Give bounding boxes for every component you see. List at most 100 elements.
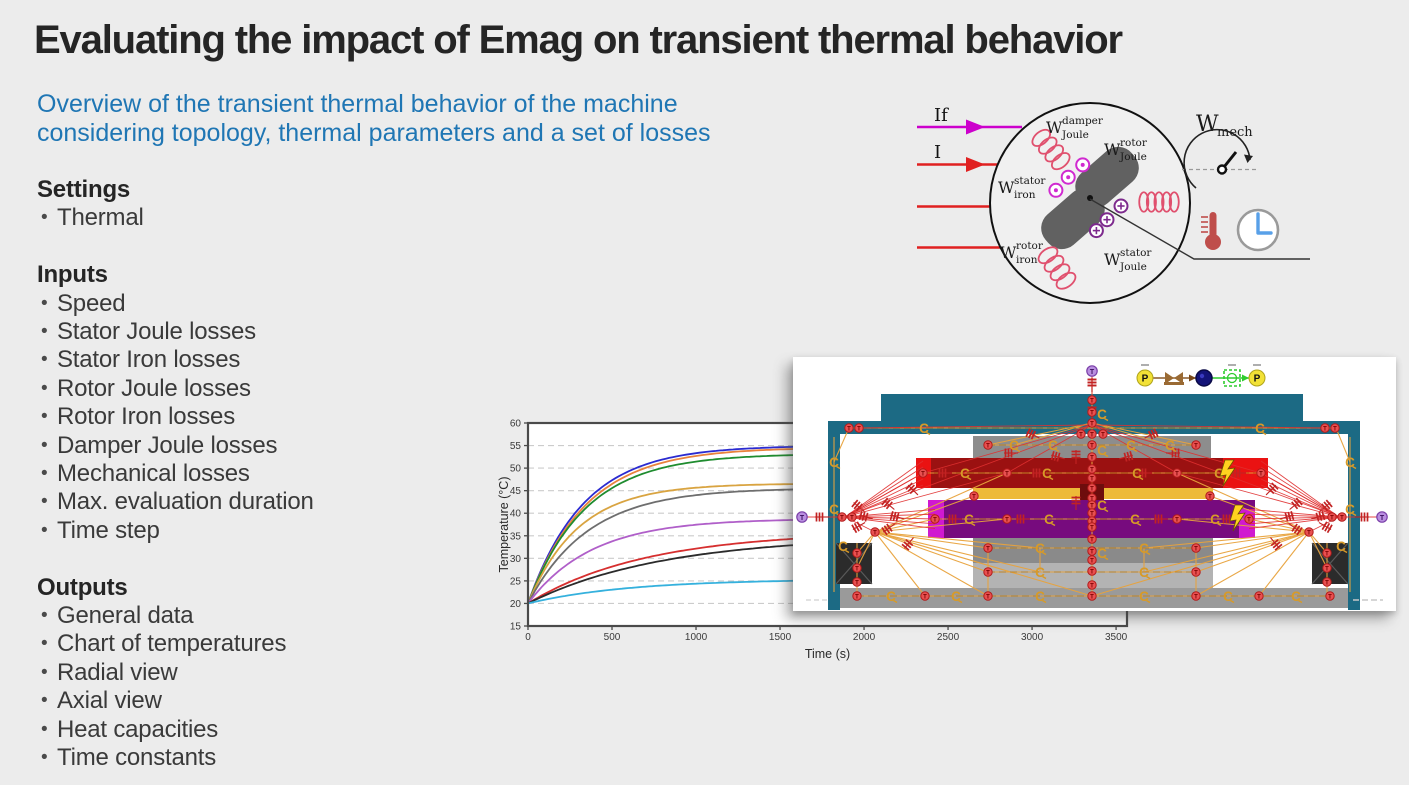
convection-link <box>1091 424 1340 518</box>
section-heading: Outputs <box>37 573 128 601</box>
legend-power-pad <box>1248 369 1266 387</box>
capacitor-icon: C <box>1165 438 1175 453</box>
resistor-icon <box>1311 511 1326 522</box>
x-tick-label: 500 <box>604 632 621 643</box>
conduction-link <box>1176 472 1310 533</box>
temperature-node-label: T <box>921 472 925 478</box>
conduction-link <box>833 427 850 463</box>
legend-blue-node-icon <box>1195 369 1213 387</box>
resistor-lead <box>1051 454 1065 460</box>
resistor-icon <box>881 497 895 510</box>
boundary-node <box>796 511 808 523</box>
temperature-node <box>1087 418 1097 428</box>
temperature-node-label: T <box>1194 547 1198 553</box>
temperature-node-label: T <box>1090 411 1094 417</box>
y-tick-label: 35 <box>510 531 522 542</box>
legend-arrow <box>1242 374 1249 382</box>
conduction-link <box>874 531 1041 573</box>
thermometer-icon <box>1201 212 1221 250</box>
x-tick-label: 0 <box>525 632 531 643</box>
temperature-node <box>1325 591 1335 601</box>
capacitor-hook <box>1146 575 1151 580</box>
x-tick-label: 1000 <box>685 632 708 643</box>
temperature-node-label: T <box>1090 456 1094 462</box>
conduction-link <box>856 531 876 569</box>
legend-power-label: P <box>1254 374 1261 385</box>
resistor-lead <box>907 484 919 496</box>
capacitor-hook <box>1042 551 1047 556</box>
conduction-link <box>874 531 1093 597</box>
resistor-icon <box>851 499 865 512</box>
capacitor-icon: C <box>1035 541 1045 556</box>
resistor-lead <box>882 523 896 533</box>
loss-label-base: W <box>1104 140 1121 159</box>
temperature-node <box>852 548 862 558</box>
x-tick-label: 1500 <box>769 632 792 643</box>
temperature-node <box>1087 566 1097 576</box>
resistor-icon <box>1270 537 1283 551</box>
resistor-icon <box>1289 497 1303 510</box>
list-item: Time step <box>37 517 314 546</box>
capacitor-icon: C <box>1345 455 1355 470</box>
wmech-sub: mech <box>1217 125 1253 140</box>
coil-loop <box>1037 246 1059 265</box>
resistor-icon <box>1288 523 1303 536</box>
capacitor-hook <box>836 465 841 470</box>
temperature-node <box>1087 407 1097 417</box>
temperature-node-label: T <box>1175 518 1179 524</box>
capacitor-hook <box>1104 417 1109 422</box>
temperature-node <box>1087 534 1097 544</box>
conduction-link <box>874 472 1008 533</box>
resistor-icon <box>1222 514 1236 524</box>
capacitor-hook <box>926 431 931 436</box>
capacitor-icon: C <box>1336 539 1346 554</box>
resistor-icon <box>851 521 866 534</box>
temperature-node <box>983 591 993 601</box>
resistor-lead <box>1288 523 1302 533</box>
conduction-link <box>874 518 1008 533</box>
y-tick-label: 40 <box>510 509 522 520</box>
thermometer-stem <box>1209 212 1217 242</box>
conduction-link <box>1195 531 1310 549</box>
temperature-node-label: T <box>933 518 937 524</box>
conduction-link <box>1091 422 1171 446</box>
gauge-arc <box>1183 128 1251 189</box>
capacitor-icon: C <box>919 421 929 436</box>
capacitor-icon: C <box>1132 466 1142 481</box>
temperature-node-label: T <box>1333 427 1337 433</box>
temperature-node-label: T <box>1325 567 1329 573</box>
legend-green-box-icon <box>1223 369 1241 387</box>
temperature-node <box>852 577 862 587</box>
capacitor-hook <box>1104 556 1109 561</box>
coil <box>1031 128 1071 171</box>
temperature-node-label: T <box>1090 512 1094 518</box>
conduction-link <box>1176 518 1310 533</box>
temperature-node <box>1322 548 1332 558</box>
list-item: Stator Joule losses <box>37 318 314 347</box>
temperature-node-label: T <box>1090 538 1094 544</box>
capacitor-hook <box>845 549 850 554</box>
temperature-node <box>1087 429 1097 439</box>
temperature-node-label: T <box>1323 427 1327 433</box>
temperature-node <box>1087 555 1097 565</box>
resistor-lead <box>859 514 873 520</box>
y-tick-label: 50 <box>510 464 522 475</box>
capacitor-icon: C <box>1097 443 1107 458</box>
temperature-node-label: T <box>1090 399 1094 405</box>
x-tick-label: 2000 <box>853 632 876 643</box>
capacitor-hook <box>1055 448 1060 453</box>
temperature-node <box>1191 440 1201 450</box>
capacitor-hook <box>1146 599 1151 604</box>
coil-loop <box>1145 191 1157 213</box>
resistor-icon <box>1004 448 1018 458</box>
temperature-node-label: T <box>1079 433 1083 439</box>
capacitor-hook <box>1146 551 1151 556</box>
temperature-node <box>1205 491 1215 501</box>
temperature-node-label: T <box>1247 518 1251 524</box>
temperature-node <box>1254 591 1264 601</box>
temperature-node-label: T <box>1090 584 1094 590</box>
boundary-node-label: T <box>1380 515 1385 522</box>
resistor-icon <box>1071 450 1081 464</box>
temperature-node-label: T <box>1090 570 1094 576</box>
